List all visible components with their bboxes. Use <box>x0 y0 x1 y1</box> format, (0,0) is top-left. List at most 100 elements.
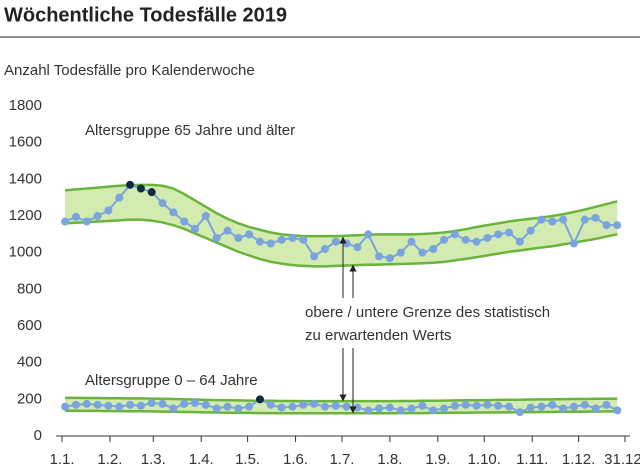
point <box>342 402 351 411</box>
point <box>591 404 600 413</box>
point <box>212 234 221 242</box>
point <box>580 215 589 224</box>
point <box>93 400 102 409</box>
point <box>234 404 243 413</box>
y-tick-label: 200 <box>17 390 42 407</box>
point <box>180 399 189 408</box>
point <box>504 402 513 411</box>
y-tick-label: 800 <box>17 280 42 297</box>
y-tick-label: 1400 <box>9 170 42 187</box>
point <box>223 402 232 411</box>
x-tick-label: 1.2. <box>97 451 122 468</box>
point <box>180 217 189 226</box>
point <box>494 230 503 239</box>
point <box>212 404 221 413</box>
point <box>126 400 135 409</box>
point <box>580 400 589 409</box>
y-tick-label: 1600 <box>9 134 42 151</box>
point <box>115 402 124 411</box>
x-tick-label: 1.5. <box>235 451 260 468</box>
annotation-bg <box>298 300 598 346</box>
point <box>613 406 622 415</box>
point <box>429 245 438 253</box>
chart-title: Wöchentliche Todesfälle 2019 <box>4 4 287 26</box>
highlight-point <box>136 184 145 193</box>
annotation: Altersgruppe 65 Jahre und älter <box>85 122 295 139</box>
point <box>559 215 568 224</box>
point <box>288 234 297 242</box>
point <box>418 248 427 257</box>
point <box>364 406 373 415</box>
annotation: zu erwartenden Werts <box>305 327 451 344</box>
point <box>201 212 210 220</box>
point <box>245 402 254 411</box>
x-tick-label: 1.1. <box>49 451 74 468</box>
point <box>591 213 600 222</box>
x-tick-label: 1.11. <box>516 451 548 468</box>
y-tick-label: 1800 <box>9 97 42 114</box>
plot-area: 0 200 400 600 800 1000 1200 1400 1600 1800 1.1. 1.2… <box>9 97 640 468</box>
point <box>396 406 405 415</box>
point <box>147 399 156 407</box>
point <box>440 235 449 244</box>
y-tick-label: 0 <box>34 427 42 444</box>
point <box>104 401 113 410</box>
point <box>136 401 145 410</box>
point <box>548 400 557 409</box>
highlight-point <box>147 188 156 197</box>
point <box>310 399 319 408</box>
point <box>158 399 167 408</box>
point <box>331 237 340 246</box>
point <box>71 400 80 409</box>
point <box>288 402 297 411</box>
point <box>93 212 102 220</box>
point <box>115 193 124 202</box>
series-line <box>64 398 618 414</box>
point <box>158 199 167 208</box>
point <box>353 403 362 412</box>
point <box>375 404 384 413</box>
point <box>353 243 362 252</box>
x-tick-label: 1.4. <box>189 451 214 468</box>
point <box>450 401 459 410</box>
point <box>440 404 449 413</box>
band-lower <box>65 218 618 268</box>
point <box>483 234 492 242</box>
point <box>255 237 264 246</box>
point <box>201 400 210 409</box>
point <box>613 221 622 230</box>
y-tick-label: 1200 <box>9 207 42 224</box>
point <box>299 235 308 244</box>
point <box>223 226 232 235</box>
y-tick-label: 400 <box>17 354 42 371</box>
point <box>277 235 286 244</box>
point <box>320 245 329 253</box>
x-tick-label: 1.12. <box>562 451 595 468</box>
point <box>342 239 351 248</box>
point <box>472 237 481 246</box>
point <box>548 217 557 226</box>
point <box>61 402 70 411</box>
point <box>418 401 427 410</box>
y-tick-label: 1000 <box>9 244 42 261</box>
point <box>385 403 394 412</box>
point <box>82 399 91 408</box>
point <box>61 217 70 226</box>
annotation-arrows <box>339 236 357 414</box>
point <box>266 239 275 248</box>
x-tick-label: 1.10. <box>468 451 501 468</box>
point <box>526 226 535 235</box>
point <box>266 400 275 409</box>
band-upper <box>64 183 618 238</box>
point <box>71 212 80 221</box>
point <box>569 402 578 411</box>
point <box>104 206 113 215</box>
chart-subtitle: Anzahl Todesfälle pro Kalenderwoche <box>4 62 255 79</box>
point <box>515 408 524 417</box>
x-tick-label: 1.7. <box>329 451 354 468</box>
point <box>526 403 535 412</box>
point <box>407 237 416 246</box>
point <box>504 228 513 237</box>
x-tick-label: 1.6. <box>283 451 308 468</box>
